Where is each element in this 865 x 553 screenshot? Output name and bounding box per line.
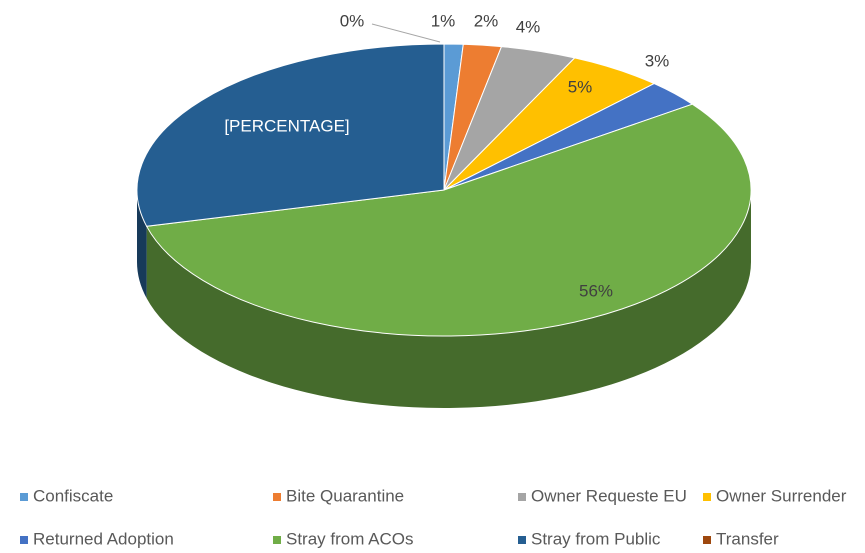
slice-side <box>146 190 752 408</box>
slice-side <box>137 190 147 299</box>
legend-label: Stray from ACOs <box>286 529 414 548</box>
legend-swatch <box>518 493 526 501</box>
legend-label: Returned Adoption <box>33 529 174 548</box>
legend-label: Stray from Public <box>531 529 661 548</box>
data-label: 56% <box>579 281 613 300</box>
data-label: [PERCENTAGE] <box>224 116 349 135</box>
legend-swatch <box>20 536 28 544</box>
legend-swatch <box>273 493 281 501</box>
legend-swatch <box>273 536 281 544</box>
legend-label: Confiscate <box>33 486 113 505</box>
legend-swatch <box>703 536 711 544</box>
legend-label: Transfer <box>716 529 779 548</box>
data-label: 2% <box>474 11 499 30</box>
data-label: 5% <box>568 77 593 96</box>
legend-swatch <box>20 493 28 501</box>
data-label: 1% <box>431 11 456 30</box>
slice <box>136 43 445 227</box>
legend-swatch <box>518 536 526 544</box>
legend-label: Owner Surrender <box>716 486 847 505</box>
legend-swatch <box>703 493 711 501</box>
data-label: 0% <box>340 11 365 30</box>
legend-label: Owner Requeste EU <box>531 486 687 505</box>
data-label: 3% <box>645 51 670 70</box>
slice <box>145 103 752 337</box>
legend-label: Bite Quarantine <box>286 486 404 505</box>
data-label: 4% <box>516 17 541 36</box>
leader-line <box>371 23 441 43</box>
